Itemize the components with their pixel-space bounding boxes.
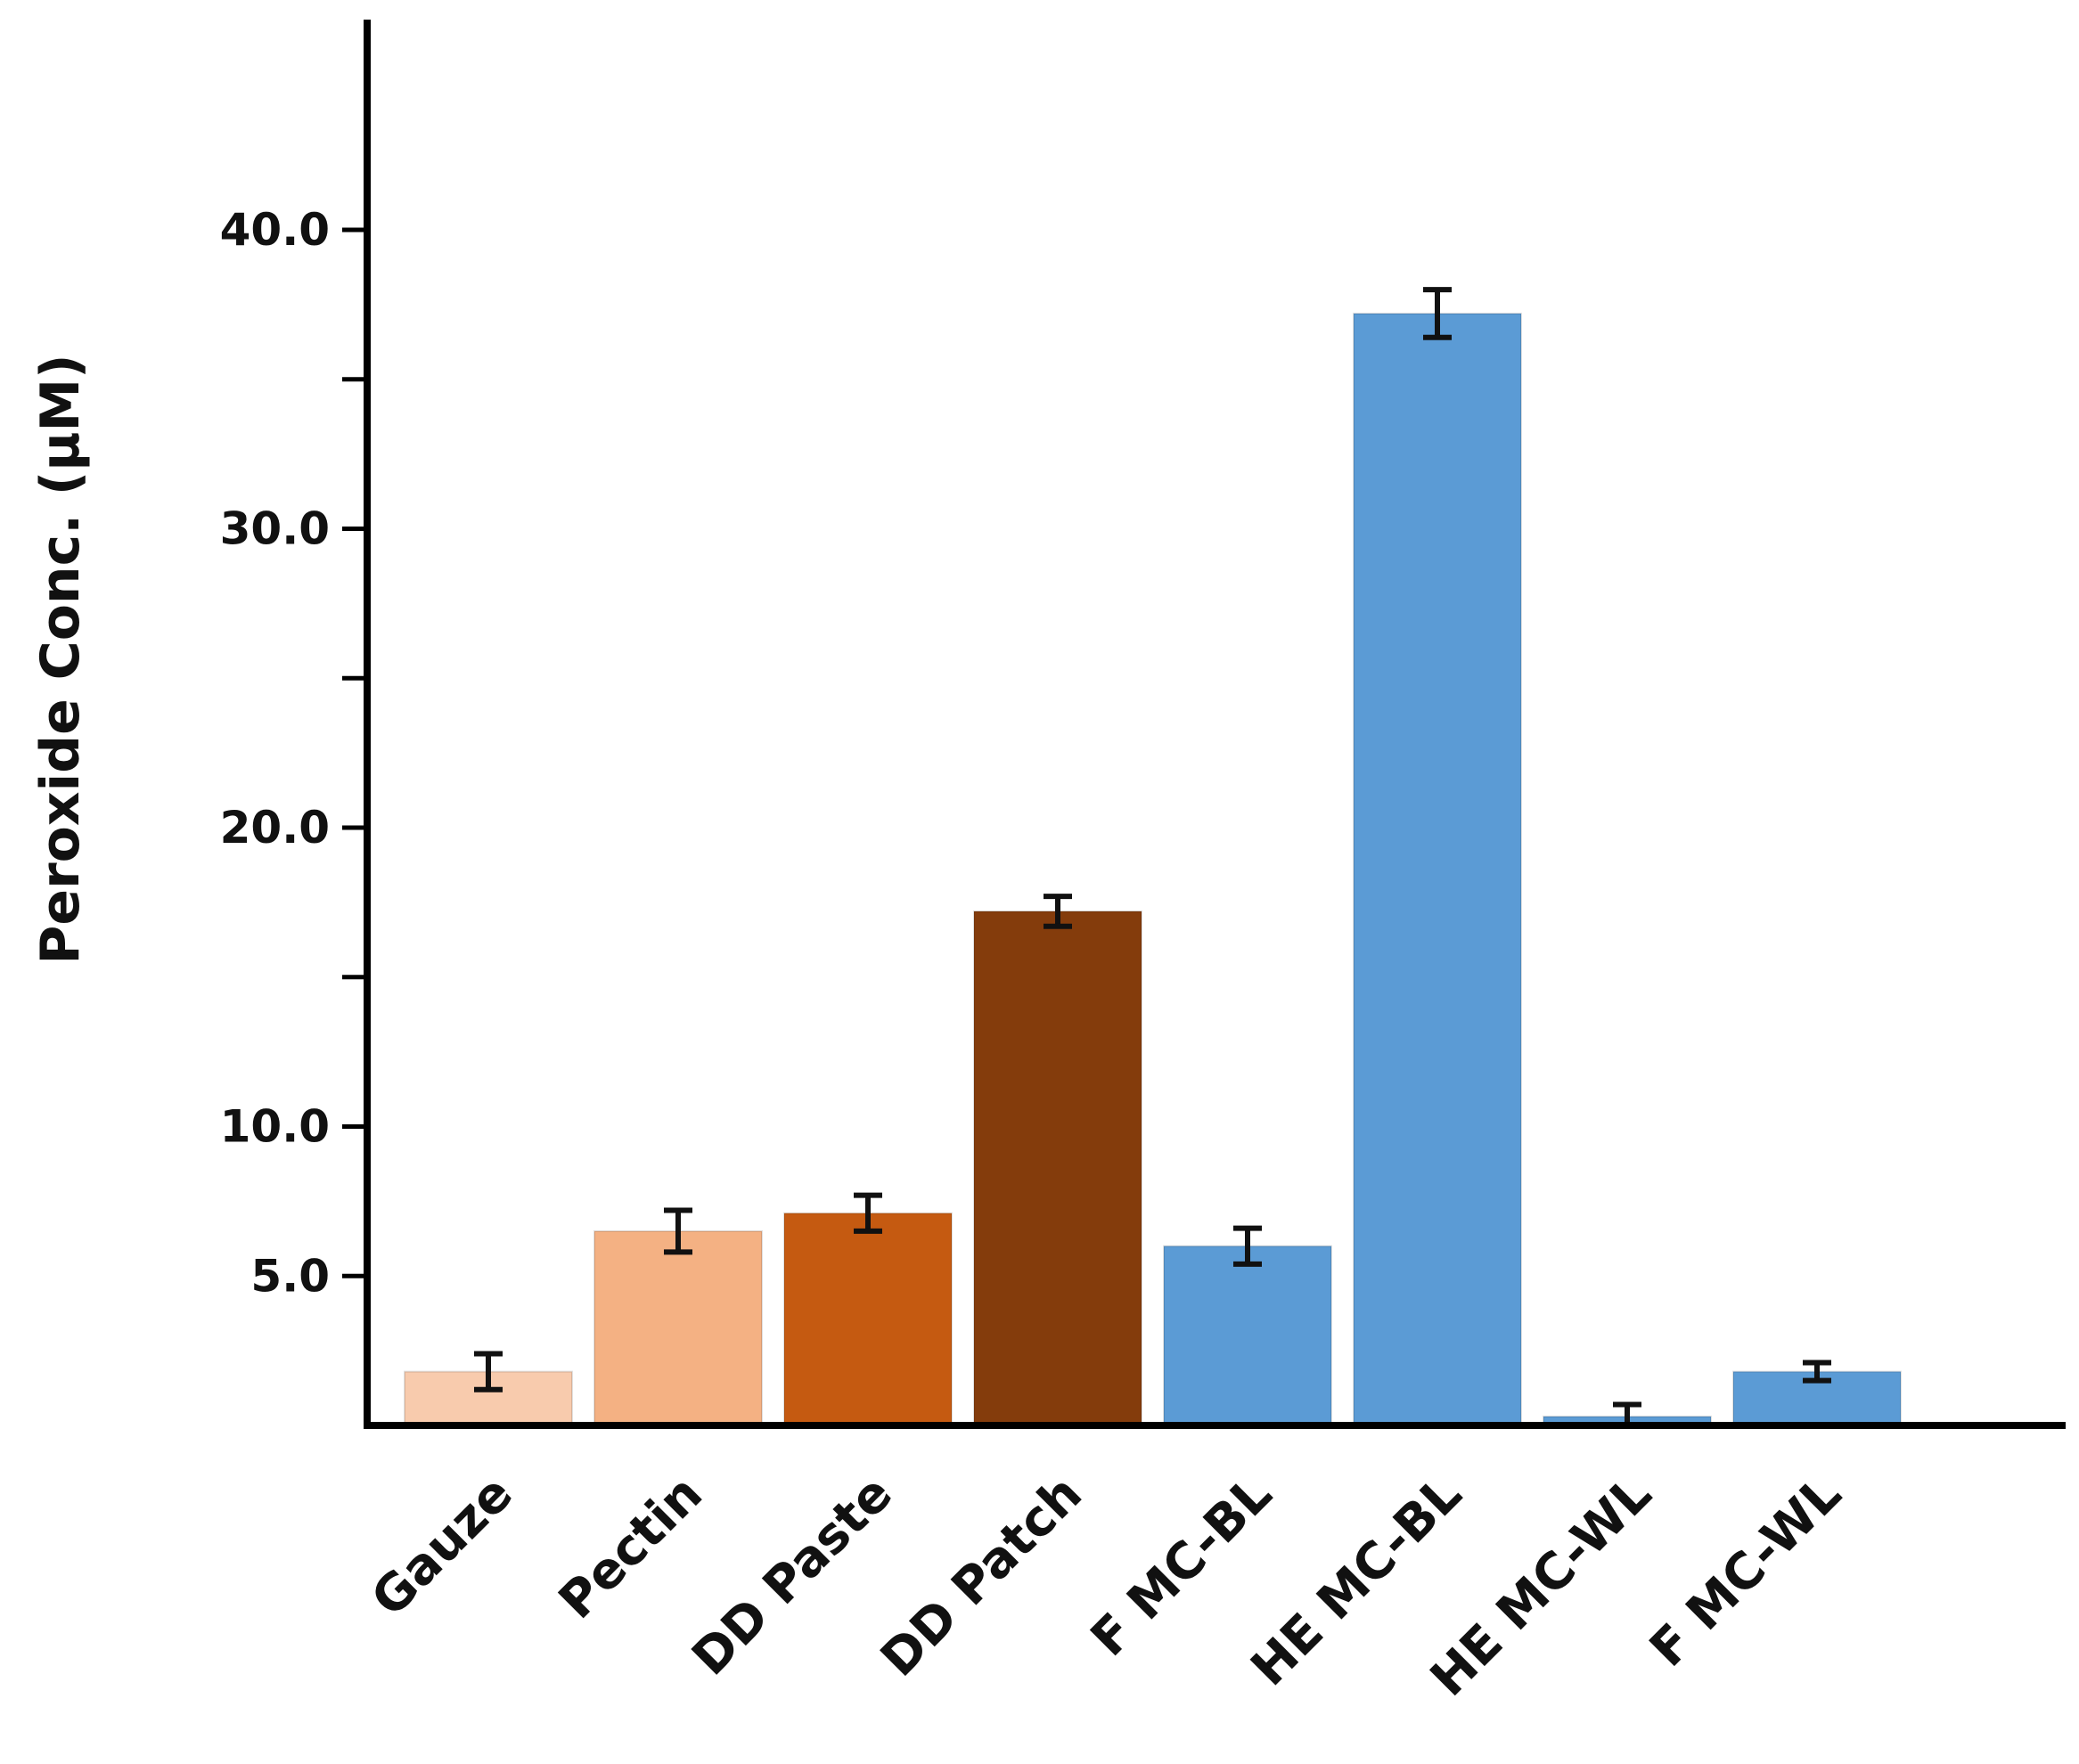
- x-tick-label-7: F MC-WL: [1639, 1465, 1853, 1678]
- bar-1: [593, 1229, 763, 1427]
- y-tick-label-3: 30.0: [220, 503, 330, 555]
- bar-3: [973, 910, 1142, 1426]
- x-tick-label-0: Gauze: [361, 1465, 524, 1628]
- y-tick-label-2: 20.0: [220, 802, 330, 853]
- bar-5: [1353, 312, 1522, 1427]
- error-bar-0: [474, 1351, 503, 1392]
- bar-2: [783, 1212, 953, 1427]
- x-tick-label-1: Pectin: [548, 1465, 714, 1630]
- error-bar-4: [1233, 1225, 1262, 1267]
- y-tick-label-4: 40.0: [220, 204, 330, 256]
- error-bar-2: [854, 1192, 882, 1234]
- error-bar-5: [1423, 287, 1452, 340]
- y-tick-label-1: 10.0: [220, 1101, 330, 1153]
- error-bar-7: [1803, 1360, 1831, 1384]
- x-tick-label-2: DD Paste: [681, 1465, 904, 1687]
- y-tick-label-0: 5.0: [250, 1250, 330, 1302]
- bar-4: [1163, 1245, 1332, 1426]
- error-bar-1: [664, 1207, 692, 1255]
- error-bar-3: [1044, 894, 1072, 929]
- bars-layer: [404, 312, 1902, 1427]
- x-tick-label-4: F MC-BL: [1080, 1465, 1283, 1668]
- y-axis-title: Peroxide Conc. (µM): [29, 354, 92, 964]
- axes-layer: [342, 20, 2066, 1429]
- x-tick-label-3: DD Patch: [870, 1465, 1093, 1688]
